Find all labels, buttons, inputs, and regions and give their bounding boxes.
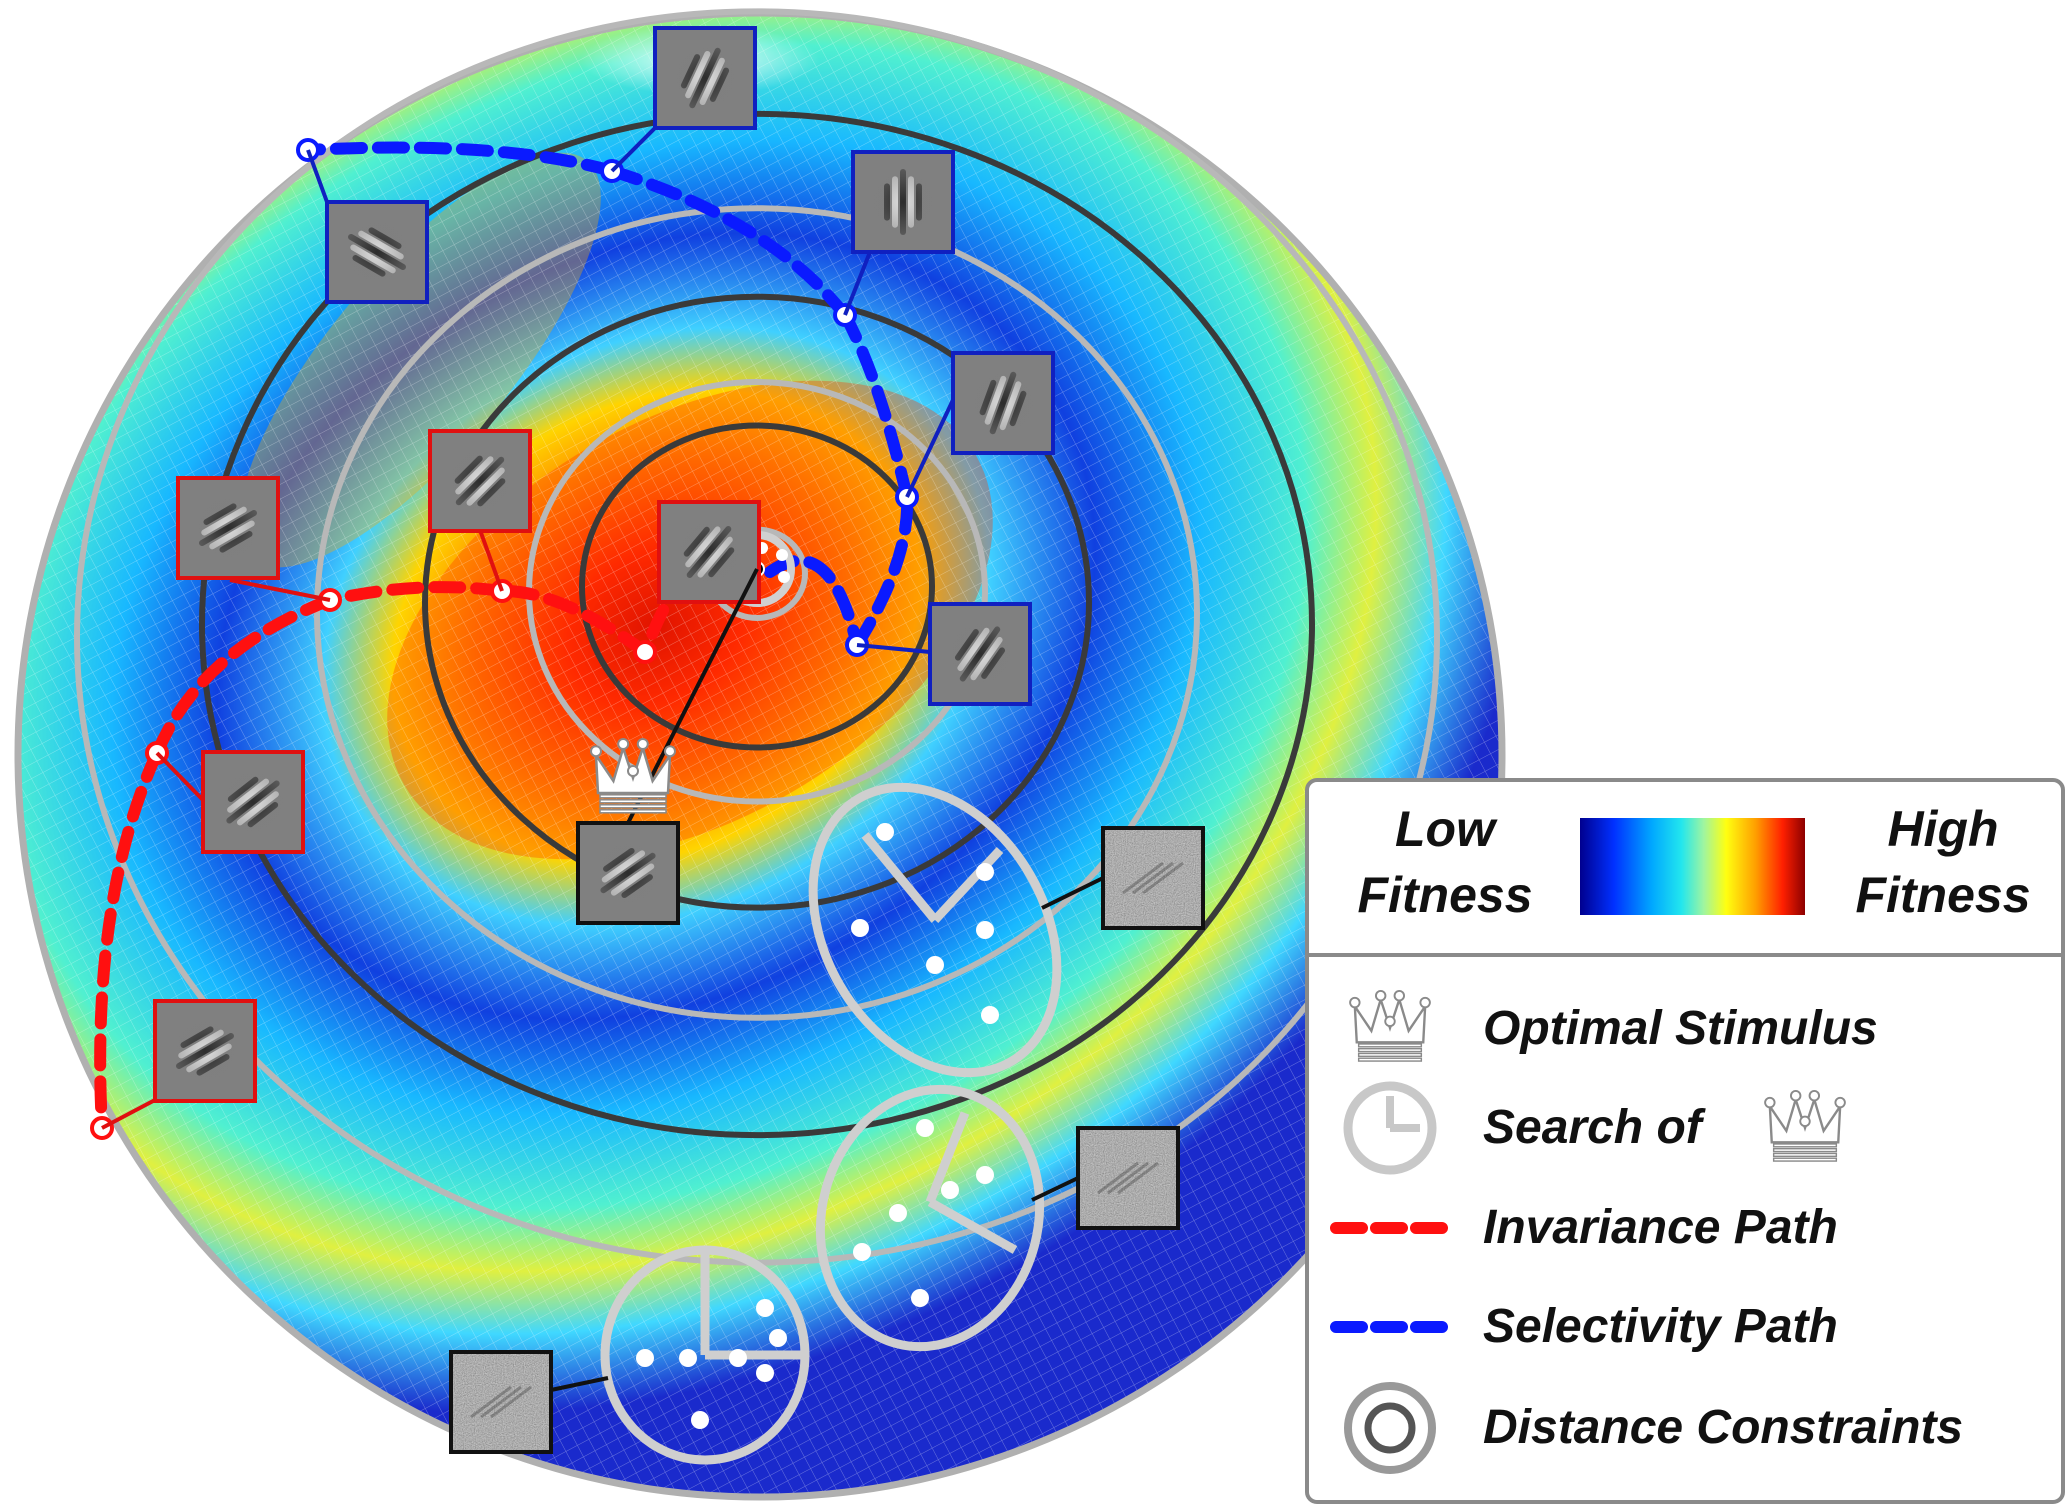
high-fitness-label-1: High: [1887, 801, 1998, 857]
crown-icon: [590, 738, 676, 814]
search-sample: [756, 1364, 774, 1382]
search-sample: [691, 1411, 709, 1429]
fitness-sphere: [14, 9, 1506, 1501]
gabor-patch-icon: [306, 149, 429, 304]
search-sample: [976, 863, 994, 881]
gabor-patch-icon: [155, 750, 305, 854]
legend-label-search-of: Search of: [1483, 1101, 1706, 1154]
search-sample: [851, 919, 869, 937]
gabor-patch-icon: [176, 476, 331, 602]
gabor-patch-icon: [610, 26, 757, 173]
gabor-patch-icon: [576, 568, 759, 925]
search-sample: [976, 1166, 994, 1184]
search-sample: [911, 1289, 929, 1307]
concentric-rings-icon: [1344, 1382, 1436, 1474]
search-sample: [769, 1329, 787, 1347]
search-region: [815, 1084, 1045, 1352]
search-pie-icon: [1343, 1081, 1437, 1175]
legend-box: [1305, 778, 2065, 1504]
gabor-patch-icon: [657, 500, 761, 604]
search-sample: [981, 1006, 999, 1024]
search-sample: [729, 1349, 747, 1367]
legend: Low Fitness High Fitness Optimal Stimulu…: [1305, 778, 2065, 1504]
noise-patch-icon: [1041, 826, 1205, 930]
legend-label-optimal-stimulus: Optimal Stimulus: [1483, 1002, 1878, 1055]
crown-icon: [1764, 1089, 1846, 1162]
search-regions: [600, 782, 1062, 1465]
distance-ring: [422, 293, 1092, 911]
path-node: [633, 640, 657, 664]
legend-label-distance-constraints: Distance Constraints: [1483, 1401, 1963, 1454]
low-fitness-label-1: Low: [1395, 801, 1498, 857]
noise-patch-icon: [1031, 1126, 1180, 1230]
search-sample: [853, 1243, 871, 1261]
stimulus-patches: [101, 26, 1205, 1454]
search-sample: [926, 956, 944, 974]
gabor-patch-icon: [101, 999, 257, 1130]
search-sample: [889, 1204, 907, 1222]
gabor-patch-icon: [905, 351, 1055, 498]
search-region: [808, 782, 1062, 1078]
search-sample: [756, 1299, 774, 1317]
noise-patch-icon: [449, 1350, 609, 1454]
distance-ring: [314, 205, 1200, 1021]
gabor-patch-icon: [843, 150, 955, 316]
search-sample: [876, 823, 894, 841]
search-sample: [976, 921, 994, 939]
search-sample: [941, 1181, 959, 1199]
gabor-patch-icon: [856, 602, 1032, 706]
search-sample: [636, 1349, 654, 1367]
selectivity-path: [302, 141, 914, 651]
distance-ring: [579, 422, 935, 751]
search-sample: [679, 1349, 697, 1367]
crown-icon: [1349, 990, 1431, 1062]
high-fitness-label-2: Fitness: [1855, 867, 2030, 923]
low-fitness-label-2: Fitness: [1357, 867, 1532, 923]
legend-label-invariance-path: Invariance Path: [1483, 1201, 1838, 1254]
search-region: [600, 1245, 810, 1465]
legend-label-selectivity-path: Selectivity Path: [1483, 1300, 1838, 1353]
fitness-colorbar: [1580, 818, 1805, 915]
gabor-patch-icon: [428, 429, 532, 592]
search-sample: [916, 1119, 934, 1137]
